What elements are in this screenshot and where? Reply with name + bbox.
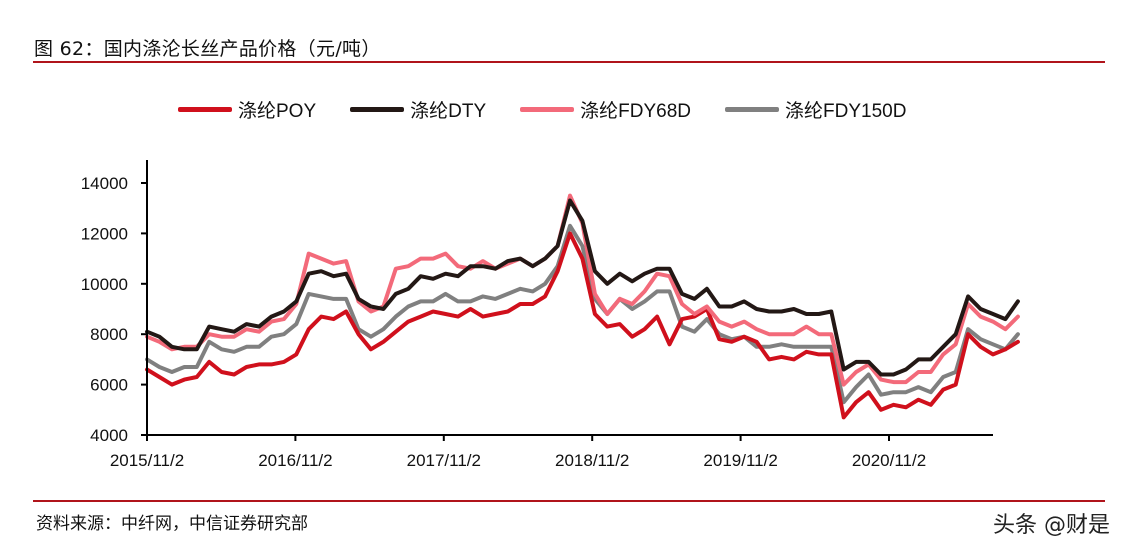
legend-label-fdy68d: 涤纶FDY68D: [580, 100, 691, 122]
legend-item-poy: 涤纶POY: [178, 96, 316, 123]
series-line-涤纶POY: [145, 231, 1020, 420]
chart-legend: 涤纶POY 涤纶DTY 涤纶FDY68D 涤纶FDY150D: [178, 95, 940, 123]
legend-item-fdy68d: 涤纶FDY68D: [520, 96, 691, 123]
legend-label-fdy150d: 涤纶FDY150D: [785, 100, 907, 122]
x-tick-label: 2018/11/2: [555, 451, 629, 470]
legend-label-dty: 涤纶DTY: [410, 100, 487, 122]
legend-swatch-fdy150d: [725, 106, 779, 112]
legend-label-poy: 涤纶POY: [238, 100, 317, 122]
x-tick-label: 2015/11/2: [110, 451, 184, 470]
source-note: 资料来源：中纤网，中信证券研究部: [36, 514, 308, 534]
series-line-涤纶DTY: [145, 198, 1020, 377]
legend-item-fdy150d: 涤纶FDY150D: [725, 96, 906, 123]
series-line-涤纶FDY150D: [145, 223, 1020, 405]
legend-swatch-dty: [350, 106, 405, 112]
y-tick-label: 6000: [90, 376, 128, 395]
y-tick-label: 10000: [81, 275, 128, 294]
footer-divider: [33, 500, 1105, 502]
x-tick-label: 2016/11/2: [258, 451, 332, 470]
title-divider: [33, 61, 1105, 63]
y-axis-ticks: 4000 6000 8000 10000 12000 14000: [81, 174, 147, 445]
y-tick-label: 4000: [90, 426, 128, 445]
x-tick-label: 2020/11/2: [852, 451, 926, 470]
figure-title: 图 62：国内涤沦长丝产品价格（元/吨）: [34, 38, 381, 60]
y-tick-label: 14000: [81, 174, 128, 193]
watermark: 头条 @财是: [993, 513, 1110, 538]
legend-item-dty: 涤纶DTY: [350, 96, 486, 123]
legend-swatch-poy: [178, 106, 232, 112]
chart-axes: [146, 160, 993, 436]
y-tick-label: 8000: [90, 325, 128, 344]
series-lines: [145, 193, 1020, 420]
legend-swatch-fdy68d: [520, 106, 575, 112]
y-tick-label: 12000: [81, 224, 128, 243]
x-tick-label: 2019/11/2: [703, 451, 777, 470]
x-tick-label: 2017/11/2: [407, 451, 481, 470]
x-axis-ticks: 2015/11/2 2016/11/2 2017/11/2 2018/11/2 2019…: [110, 435, 926, 470]
